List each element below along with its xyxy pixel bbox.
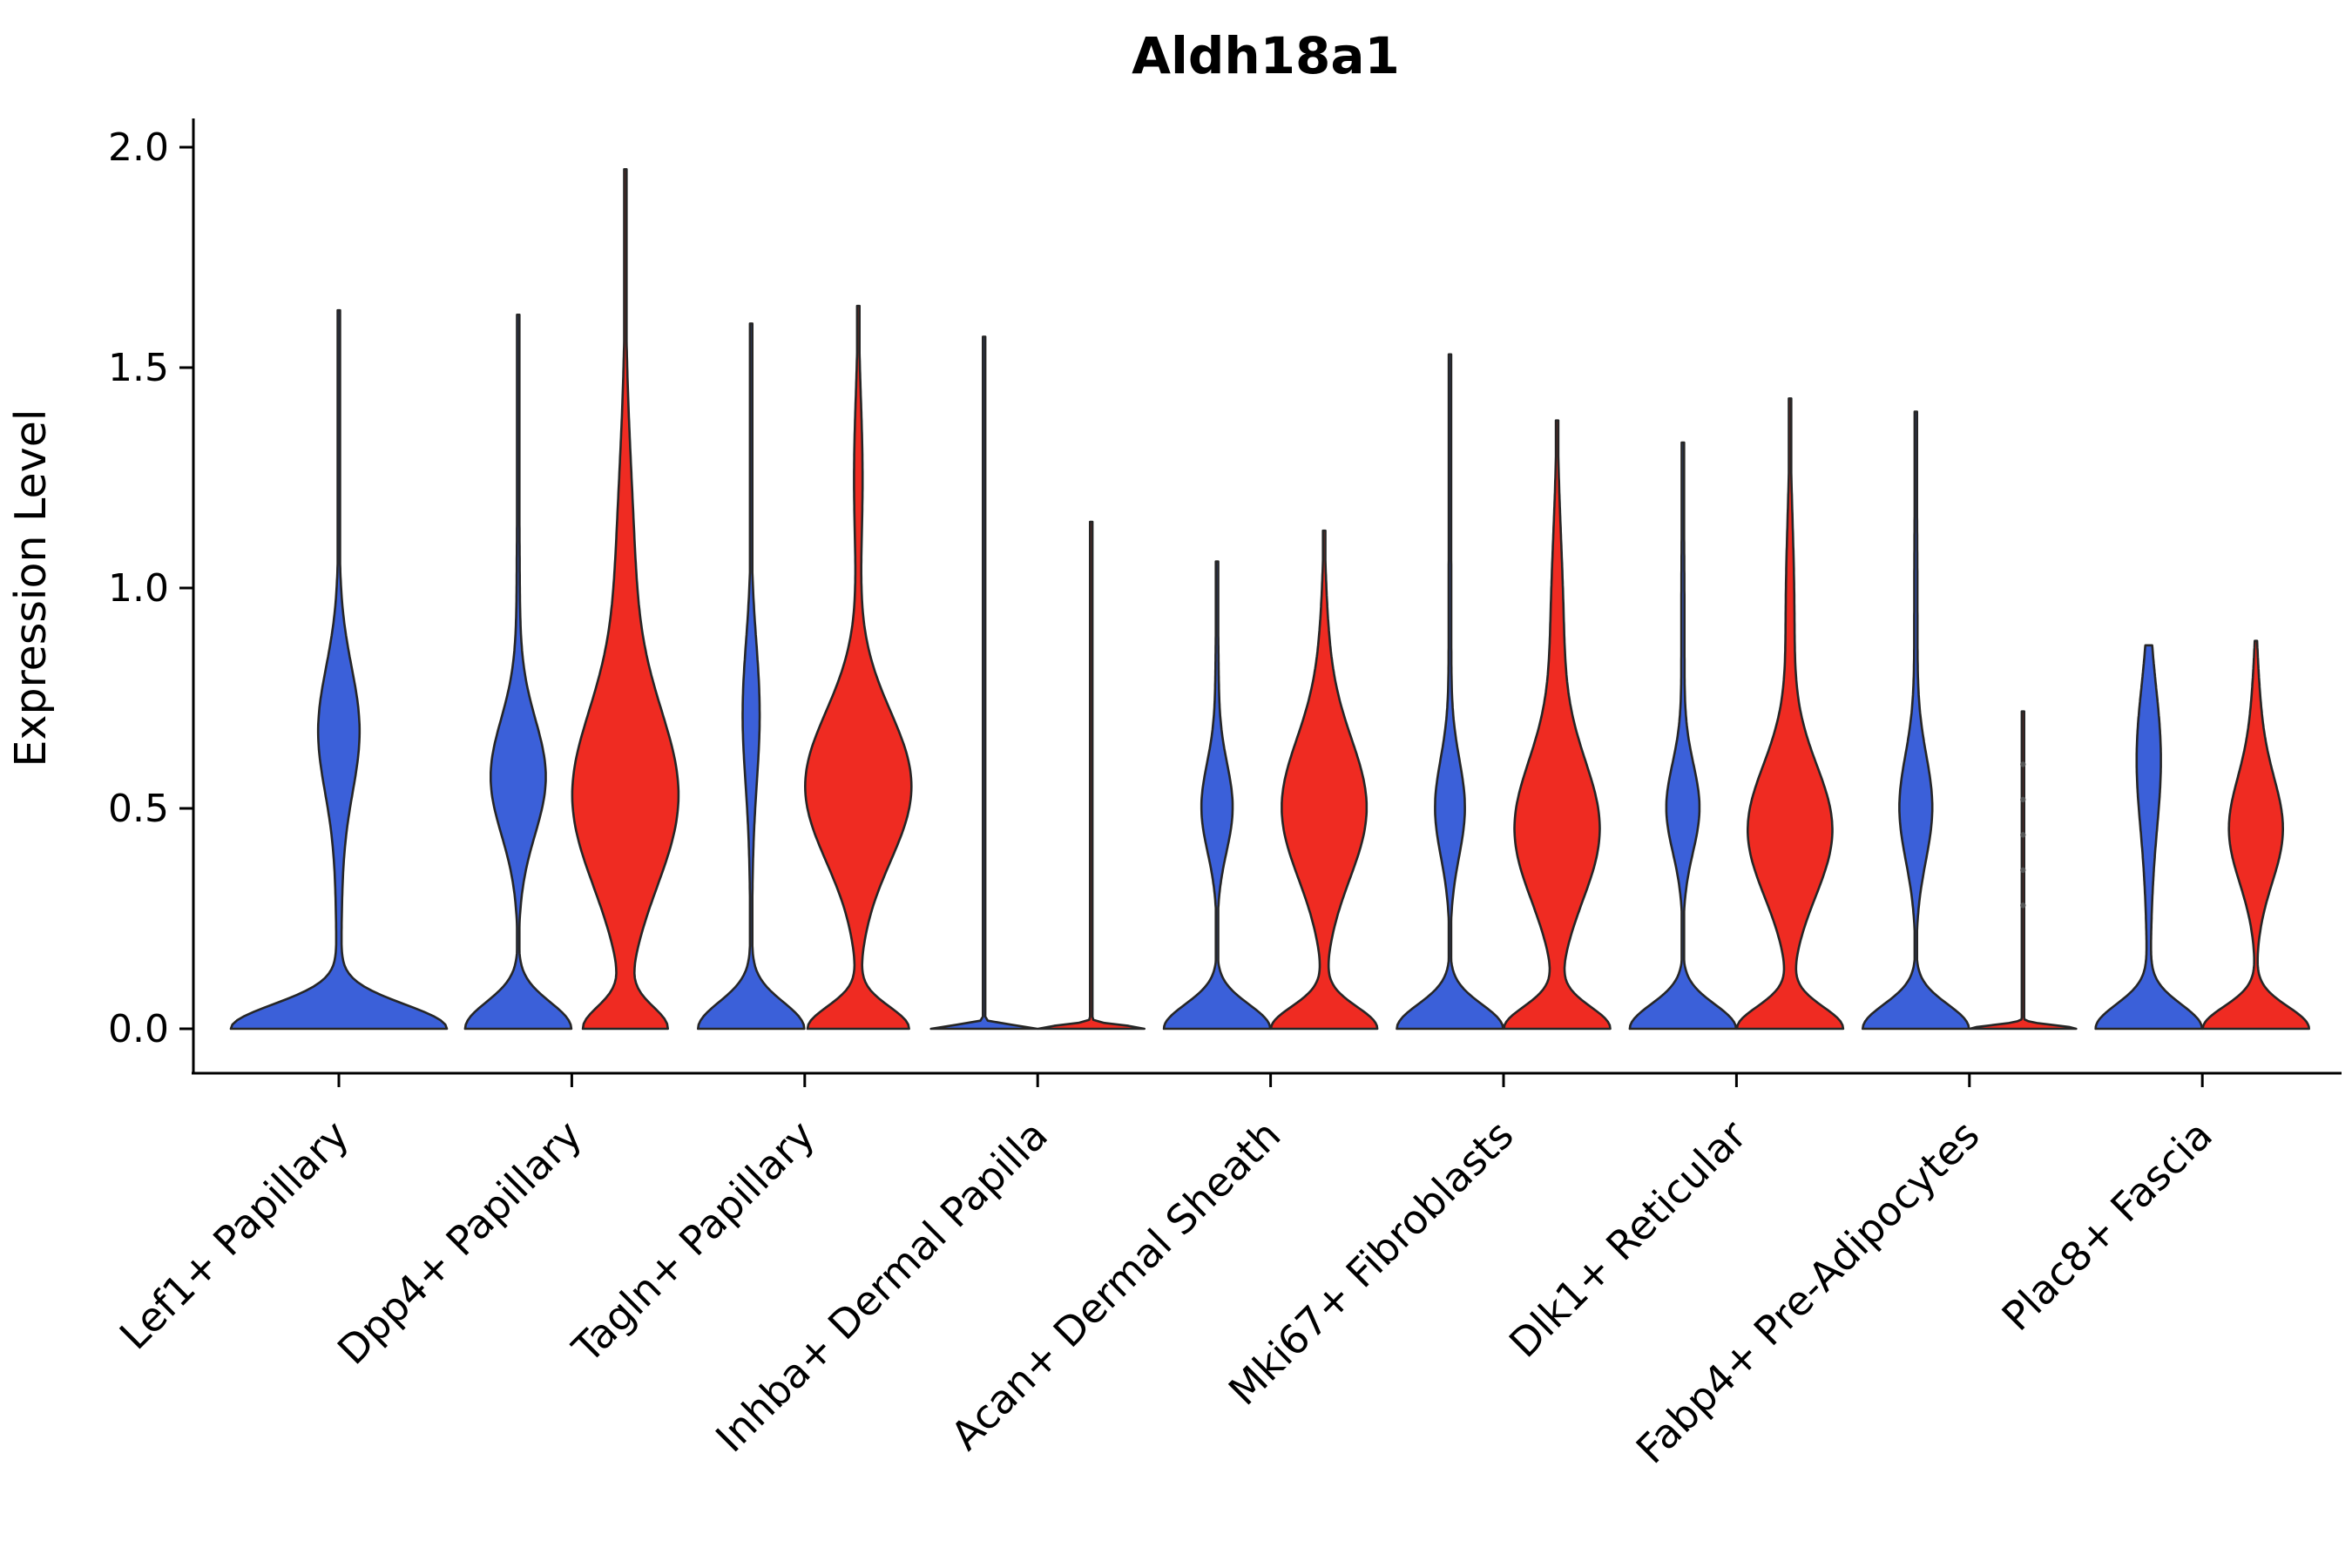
x-tick-label: Lef1+ Papillary xyxy=(111,1112,358,1359)
violin-3-blue xyxy=(929,335,1038,1031)
y-tick-label: 0.0 xyxy=(108,1007,169,1051)
violin-1-blue xyxy=(463,314,573,1031)
x-tick-label: Dlk1+ Reticular xyxy=(1500,1112,1755,1367)
jitter-point xyxy=(2020,867,2026,874)
violin-6-red xyxy=(1735,397,1845,1031)
y-axis-label: Expression Level xyxy=(6,409,56,767)
jitter-point xyxy=(2020,832,2026,838)
x-tick-label: Dpp4+ Papillary xyxy=(328,1112,591,1374)
y-tick-label: 1.0 xyxy=(108,566,169,611)
x-tick-label: Plac8+ Fascia xyxy=(1993,1112,2221,1340)
x-ticks-layer xyxy=(337,1073,2204,1087)
violin-2-red xyxy=(804,304,913,1031)
violin-8-blue xyxy=(2094,644,2203,1031)
violins-layer xyxy=(229,168,2310,1031)
violin-3-red xyxy=(1037,520,1146,1031)
violin-1-red xyxy=(571,168,680,1031)
violin-8-red xyxy=(2201,639,2310,1031)
violin-4-red xyxy=(1269,529,1379,1031)
y-ticks: 0.0 0.5 1.0 1.5 2.0 xyxy=(108,125,193,1051)
jitter-point xyxy=(2020,761,2026,767)
jitter-point xyxy=(2020,902,2026,909)
violin-2-blue xyxy=(697,322,806,1031)
y-tick-label: 0.5 xyxy=(108,787,169,831)
violin-6-blue xyxy=(1628,441,1738,1031)
violin-4-blue xyxy=(1162,560,1272,1031)
violin-5-red xyxy=(1503,419,1612,1031)
chart-title: Aldh18a1 xyxy=(1132,26,1400,85)
violin-5-blue xyxy=(1396,353,1504,1031)
x-tick-label: Tagln+ Papillary xyxy=(563,1112,824,1373)
y-tick-label: 2.0 xyxy=(108,125,169,170)
jitter-point xyxy=(2020,796,2026,803)
violin-0-blue xyxy=(229,308,449,1031)
violin-7-blue xyxy=(1862,410,1970,1031)
y-tick-label: 1.5 xyxy=(108,346,169,390)
